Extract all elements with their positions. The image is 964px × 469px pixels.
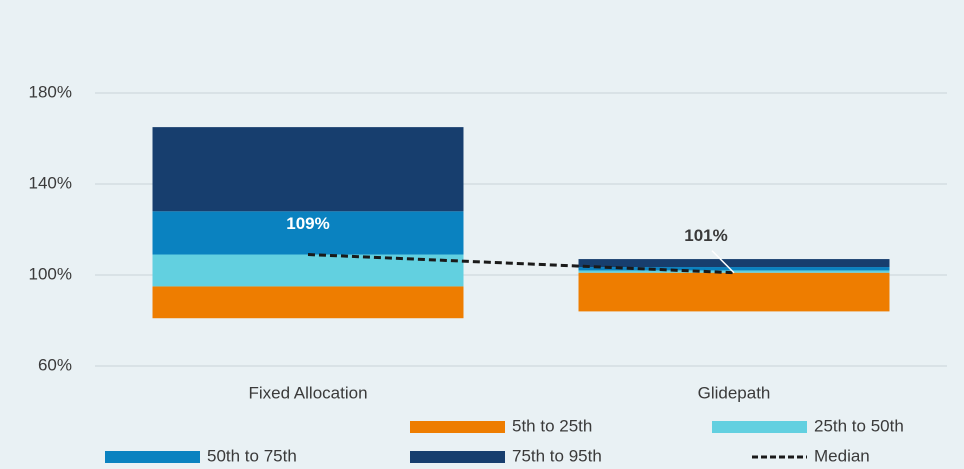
legend-swatch [712,421,807,433]
y-tick-label: 180% [29,82,72,101]
bar-segment [578,267,890,271]
bar-segment [152,127,464,212]
bar-segment [578,259,890,268]
x-tick-label: Fixed Allocation [248,383,367,402]
y-tick-label: 100% [29,264,72,283]
label-leader [711,250,735,274]
bar-segment [578,272,890,312]
legend-label: 75th to 95th [512,446,602,465]
bar-segment [152,211,464,255]
bar-segment [152,286,464,319]
legend-swatch [410,421,505,433]
bar-segment [152,254,464,287]
legend-label: 25th to 50th [814,416,904,435]
median-label: 101% [684,226,727,245]
x-tick-label: Glidepath [698,383,771,402]
legend-swatch [410,451,505,463]
legend-label: Median [814,446,870,465]
median-line [307,253,735,275]
legend-label: 5th to 25th [512,416,592,435]
y-tick-label: 60% [38,355,72,374]
legend-swatch [105,451,200,463]
y-tick-label: 140% [29,173,72,192]
legend-label: 50th to 75th [207,446,297,465]
median-label: 109% [286,214,329,233]
bar-segment [578,270,890,273]
